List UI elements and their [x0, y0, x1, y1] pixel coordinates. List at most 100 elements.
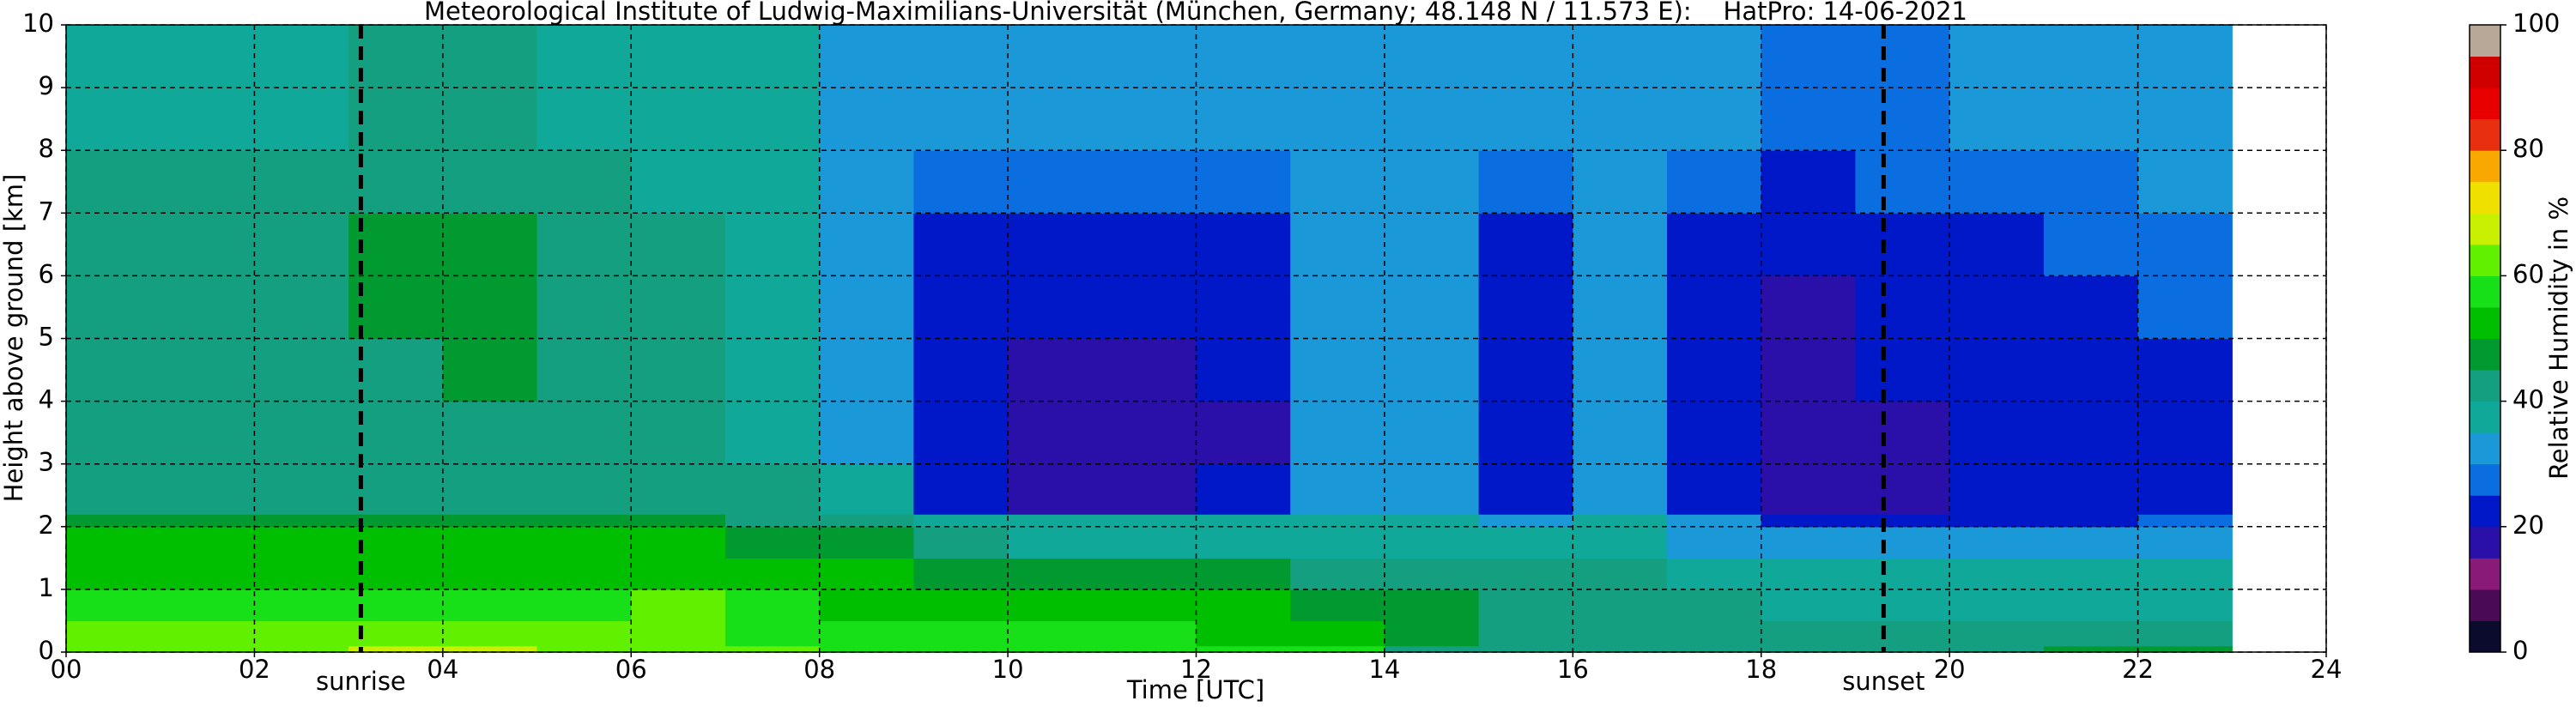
heatmap-cell	[631, 514, 726, 528]
heatmap-cell	[349, 401, 444, 465]
heatmap-cell	[2043, 558, 2139, 590]
heatmap-cell	[1101, 463, 1197, 515]
heatmap-cell	[1949, 558, 2045, 590]
heatmap-cell	[1667, 645, 1762, 653]
colorbar-tick-label: 60	[2512, 259, 2544, 288]
heatmap-cell	[1196, 401, 1291, 465]
heatmap-cell	[254, 213, 349, 276]
heatmap-cell	[819, 514, 914, 528]
heatmap-cell	[349, 338, 444, 402]
heatmap-cell	[160, 558, 256, 590]
heatmap-cell	[442, 213, 538, 276]
heatmap-cell	[1196, 645, 1291, 653]
heatmap-cell	[536, 526, 632, 559]
chart-title: Meteorological Institute of Ludwig-Maxim…	[424, 0, 1967, 26]
x-tick-label: 20	[1934, 655, 1966, 684]
heatmap-cell	[1008, 213, 1103, 276]
heatmap-cell	[66, 558, 161, 590]
heatmap-cell	[1667, 150, 1762, 214]
heatmap-cell	[1290, 213, 1385, 276]
heatmap-cell	[1008, 150, 1103, 214]
heatmap-cell	[442, 401, 538, 465]
x-tick-label: 02	[239, 655, 270, 684]
heatmap-cell	[1290, 589, 1385, 622]
heatmap-cell	[254, 401, 349, 465]
heatmap-cell	[536, 514, 632, 528]
heatmap-cell	[66, 150, 161, 214]
heatmap-cell	[724, 463, 821, 515]
colorbar-segment	[2470, 25, 2500, 57]
heatmap-cell	[724, 150, 821, 214]
x-axis-label: Time [UTC]	[1126, 675, 1264, 704]
colorbar-segment	[2470, 620, 2500, 653]
heatmap-cell	[1761, 645, 1857, 653]
heatmap-cell	[913, 526, 1009, 559]
heatmap-cell	[1573, 338, 1668, 402]
heatmap-cell	[724, 213, 821, 276]
heatmap-cell	[442, 620, 538, 647]
heatmap-cell	[160, 150, 256, 214]
heatmap-cell	[724, 558, 821, 590]
heatmap-cell	[1290, 275, 1385, 340]
heatmap-cell	[1196, 213, 1291, 276]
heatmap-cell	[1855, 558, 1950, 590]
heatmap-cell	[2043, 338, 2139, 402]
plot-frame	[65, 24, 2327, 653]
colorbar-frame	[2469, 24, 2501, 653]
heatmap-cell	[2043, 514, 2139, 528]
colorbar-label: Relative Humidity in %	[2544, 196, 2573, 480]
heatmap-cell	[2137, 150, 2233, 214]
heatmap-cell	[1196, 338, 1291, 402]
colorbar-segment	[2470, 181, 2500, 214]
heatmap-cell	[1478, 589, 1573, 622]
heatmap-cell	[1196, 526, 1291, 559]
heatmap-cell	[913, 401, 1009, 465]
x-tick-label: 24	[2311, 655, 2343, 684]
heatmap-cell	[442, 275, 538, 340]
heatmap-cell	[442, 338, 538, 402]
heatmap-cell	[1101, 620, 1197, 647]
heatmap-cell	[442, 589, 538, 622]
heatmap-cell	[1855, 463, 1950, 515]
heatmap-cell	[2043, 150, 2139, 214]
heatmap-cell	[1008, 514, 1103, 528]
heatmap-cell	[1573, 645, 1668, 653]
heatmap-cell	[1855, 213, 1950, 276]
heatmap-cell	[160, 463, 256, 515]
heatmap-cell	[1478, 558, 1573, 590]
heatmap-cell	[819, 213, 914, 276]
heatmap-cell	[1573, 150, 1668, 214]
heatmap-cell	[1667, 526, 1762, 559]
heatmap-cell	[1196, 558, 1291, 590]
heatmap-cell	[724, 514, 821, 528]
heatmap-cell	[1761, 514, 1857, 528]
colorbar-segment	[2470, 244, 2500, 276]
heatmap-cell	[819, 558, 914, 590]
y-tick-label: 7	[39, 196, 54, 226]
heatmap-cell	[631, 338, 726, 402]
heatmap-cell	[1761, 620, 1857, 647]
heatmap-cell	[913, 589, 1009, 622]
heatmap-cell	[1667, 338, 1762, 402]
colorbar-tick-label: 20	[2512, 511, 2544, 540]
heatmap-cell	[536, 558, 632, 590]
y-axis-label: Height above ground [km]	[0, 174, 28, 503]
colorbar-segment	[2470, 432, 2500, 465]
heatmap-cell	[724, 275, 821, 340]
y-tick-label: 3	[39, 448, 54, 477]
heatmap-cell	[1667, 589, 1762, 622]
heatmap-cell	[1101, 401, 1197, 465]
heatmap-cell	[1667, 620, 1762, 647]
heatmap-cell	[349, 526, 444, 559]
heatmap-cell	[631, 620, 726, 647]
heatmap-cell	[160, 526, 256, 559]
heatmap-cell	[1101, 338, 1197, 402]
heatmap-cell	[1478, 338, 1573, 402]
x-tick-label: 22	[2122, 655, 2154, 684]
heatmap-cell	[631, 213, 726, 276]
heatmap-cell	[1949, 526, 2045, 559]
heatmap-cell	[2137, 213, 2233, 276]
heatmap-cell	[66, 645, 161, 653]
y-tick-label: 2	[39, 511, 54, 540]
heatmap-cell	[1573, 213, 1668, 276]
